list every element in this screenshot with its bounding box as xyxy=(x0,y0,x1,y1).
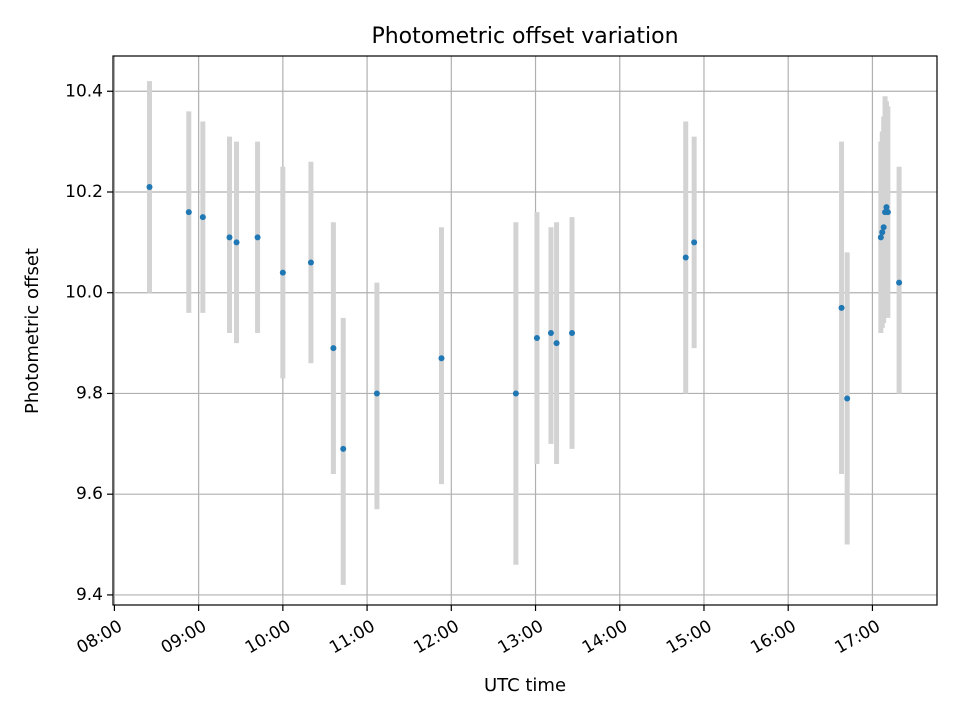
data-point xyxy=(553,340,560,347)
data-point xyxy=(279,269,286,276)
y-tick-label: 10.0 xyxy=(65,283,103,303)
errorbar-layer xyxy=(146,81,902,585)
x-tick-label: 10:00 xyxy=(242,616,294,658)
data-point xyxy=(844,395,851,402)
data-point xyxy=(512,390,519,397)
data-point xyxy=(533,335,540,342)
data-point xyxy=(254,234,261,241)
data-point xyxy=(146,183,153,190)
x-tick-label: 09:00 xyxy=(158,616,210,658)
data-point xyxy=(883,204,890,211)
chart-title: Photometric offset variation xyxy=(371,24,678,49)
data-point xyxy=(226,234,233,241)
data-point xyxy=(879,229,886,236)
y-tick-label: 10.2 xyxy=(65,182,103,202)
plot-frame xyxy=(112,55,938,606)
data-point xyxy=(569,330,576,337)
data-point xyxy=(330,345,337,352)
x-tick-label: 11:00 xyxy=(326,616,378,658)
data-point xyxy=(691,239,698,246)
y-tick-label: 9.8 xyxy=(76,383,103,403)
y-axis-label: Photometric offset xyxy=(22,248,43,414)
data-point xyxy=(838,304,845,311)
y-tick-label: 10.4 xyxy=(65,81,103,101)
data-point xyxy=(199,214,206,221)
x-tick-label: 08:00 xyxy=(73,616,125,658)
x-axis-label: UTC time xyxy=(484,675,566,696)
data-point xyxy=(877,234,884,241)
y-tick-label: 9.6 xyxy=(76,484,103,504)
x-tick-label: 12:00 xyxy=(410,616,462,658)
data-point xyxy=(340,445,347,452)
x-tick-label: 16:00 xyxy=(747,616,799,658)
y-tick-label: 9.4 xyxy=(76,585,103,605)
x-tick-label: 17:00 xyxy=(831,616,883,658)
data-point xyxy=(682,254,689,261)
data-point xyxy=(233,239,240,246)
data-point xyxy=(547,330,554,337)
data-point xyxy=(307,259,314,266)
data-point xyxy=(896,279,903,286)
x-tick-label: 15:00 xyxy=(663,616,715,658)
data-point xyxy=(373,390,380,397)
x-tick-label: 13:00 xyxy=(495,616,547,658)
data-point xyxy=(884,209,891,216)
x-tick-label: 14:00 xyxy=(579,616,631,658)
data-point xyxy=(185,209,192,216)
data-point xyxy=(880,224,887,231)
data-point xyxy=(438,355,445,362)
point-layer xyxy=(146,183,903,452)
